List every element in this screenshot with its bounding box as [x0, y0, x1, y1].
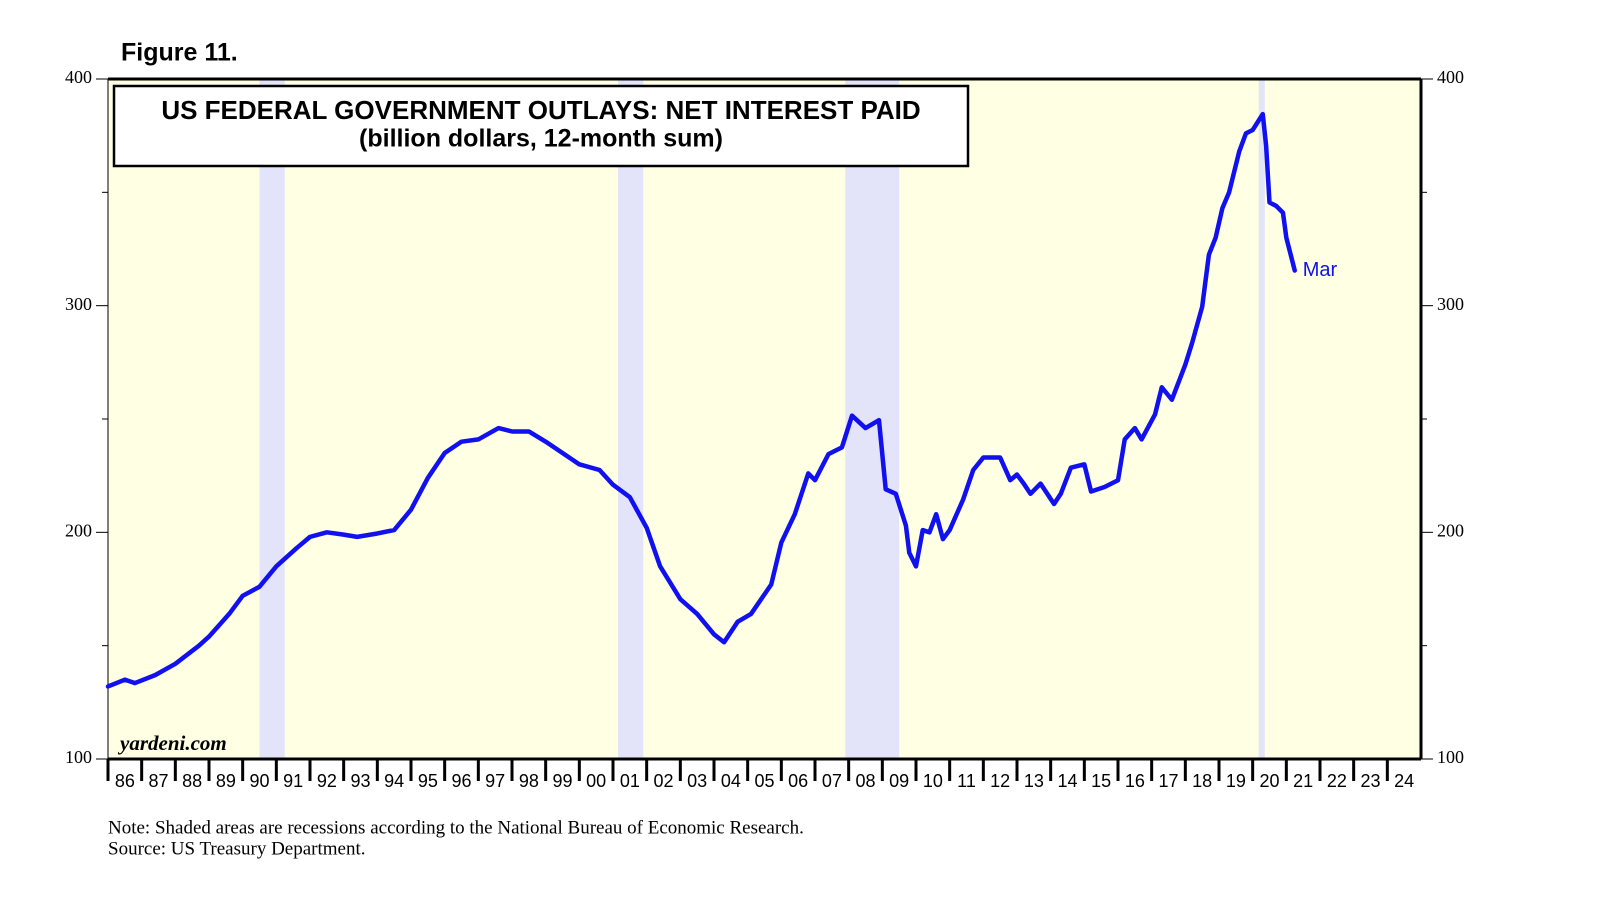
x-tick-label: 89 — [216, 771, 236, 791]
y2-tick-label: 300 — [1437, 294, 1464, 314]
x-tick-label: 06 — [788, 771, 808, 791]
x-tick-label: 87 — [148, 771, 168, 791]
x-tick-label: 90 — [249, 771, 269, 791]
x-tick-label: 92 — [317, 771, 337, 791]
x-tick-label: 04 — [721, 771, 741, 791]
x-tick-label: 91 — [283, 771, 303, 791]
figure-label: Figure 11. — [121, 39, 238, 67]
y-tick-label: 300 — [65, 294, 92, 314]
chart-subtitle: (billion dollars, 12-month sum) — [359, 125, 723, 153]
x-tick-label: 95 — [418, 771, 438, 791]
x-tick-label: 13 — [1024, 771, 1044, 791]
x-tick-label: 08 — [855, 771, 875, 791]
x-tick-label: 24 — [1394, 771, 1414, 791]
recession-band — [618, 79, 644, 759]
y-tick-label: 200 — [65, 520, 92, 540]
x-tick-label: 22 — [1327, 771, 1347, 791]
x-tick-label: 94 — [384, 771, 404, 791]
x-tick-label: 23 — [1360, 771, 1380, 791]
x-tick-label: 15 — [1091, 771, 1111, 791]
x-tick-label: 96 — [451, 771, 471, 791]
x-tick-label: 88 — [182, 771, 202, 791]
note: Note: Shaded areas are recessions accord… — [108, 817, 804, 838]
x-tick-label: 10 — [923, 771, 943, 791]
watermark: yardeni.com — [117, 731, 227, 755]
x-tick-label: 17 — [1158, 771, 1178, 791]
x-tick-label: 99 — [552, 771, 572, 791]
y2-tick-label: 400 — [1437, 67, 1464, 87]
x-tick-label: 02 — [653, 771, 673, 791]
y-tick-label: 100 — [65, 747, 92, 767]
x-tick-label: 97 — [485, 771, 505, 791]
x-tick-label: 01 — [620, 771, 640, 791]
source: Source: US Treasury Department. — [108, 838, 366, 859]
data-line — [105, 111, 1297, 689]
end-label: Mar — [1303, 259, 1338, 281]
title-box — [112, 84, 970, 168]
x-tick-label: 00 — [586, 771, 606, 791]
y-tick-label: 400 — [65, 67, 92, 87]
plot-area — [108, 79, 1421, 759]
x-tick-label: 20 — [1259, 771, 1279, 791]
recession-band — [259, 79, 285, 759]
x-tick-label: 93 — [350, 771, 370, 791]
x-tick-label: 21 — [1293, 771, 1313, 791]
x-tick-label: 86 — [115, 771, 135, 791]
x-tick-label: 19 — [1226, 771, 1246, 791]
recession-band — [1258, 79, 1265, 759]
y2-tick-label: 100 — [1437, 747, 1464, 767]
x-tick-label: 05 — [754, 771, 774, 791]
x-tick-label: 14 — [1057, 771, 1077, 791]
plot-background — [108, 79, 1421, 759]
x-tick-label: 12 — [990, 771, 1010, 791]
chart-title: US FEDERAL GOVERNMENT OUTLAYS: NET INTER… — [161, 95, 920, 125]
y2-tick-label: 200 — [1437, 520, 1464, 540]
x-tick-label: 09 — [889, 771, 909, 791]
x-tick-label: 18 — [1192, 771, 1212, 791]
x-tick-label: 03 — [687, 771, 707, 791]
x-tick-label: 11 — [957, 771, 976, 791]
x-tick-label: 98 — [519, 771, 539, 791]
x-tick-label: 16 — [1125, 771, 1145, 791]
x-tick-label: 07 — [822, 771, 842, 791]
